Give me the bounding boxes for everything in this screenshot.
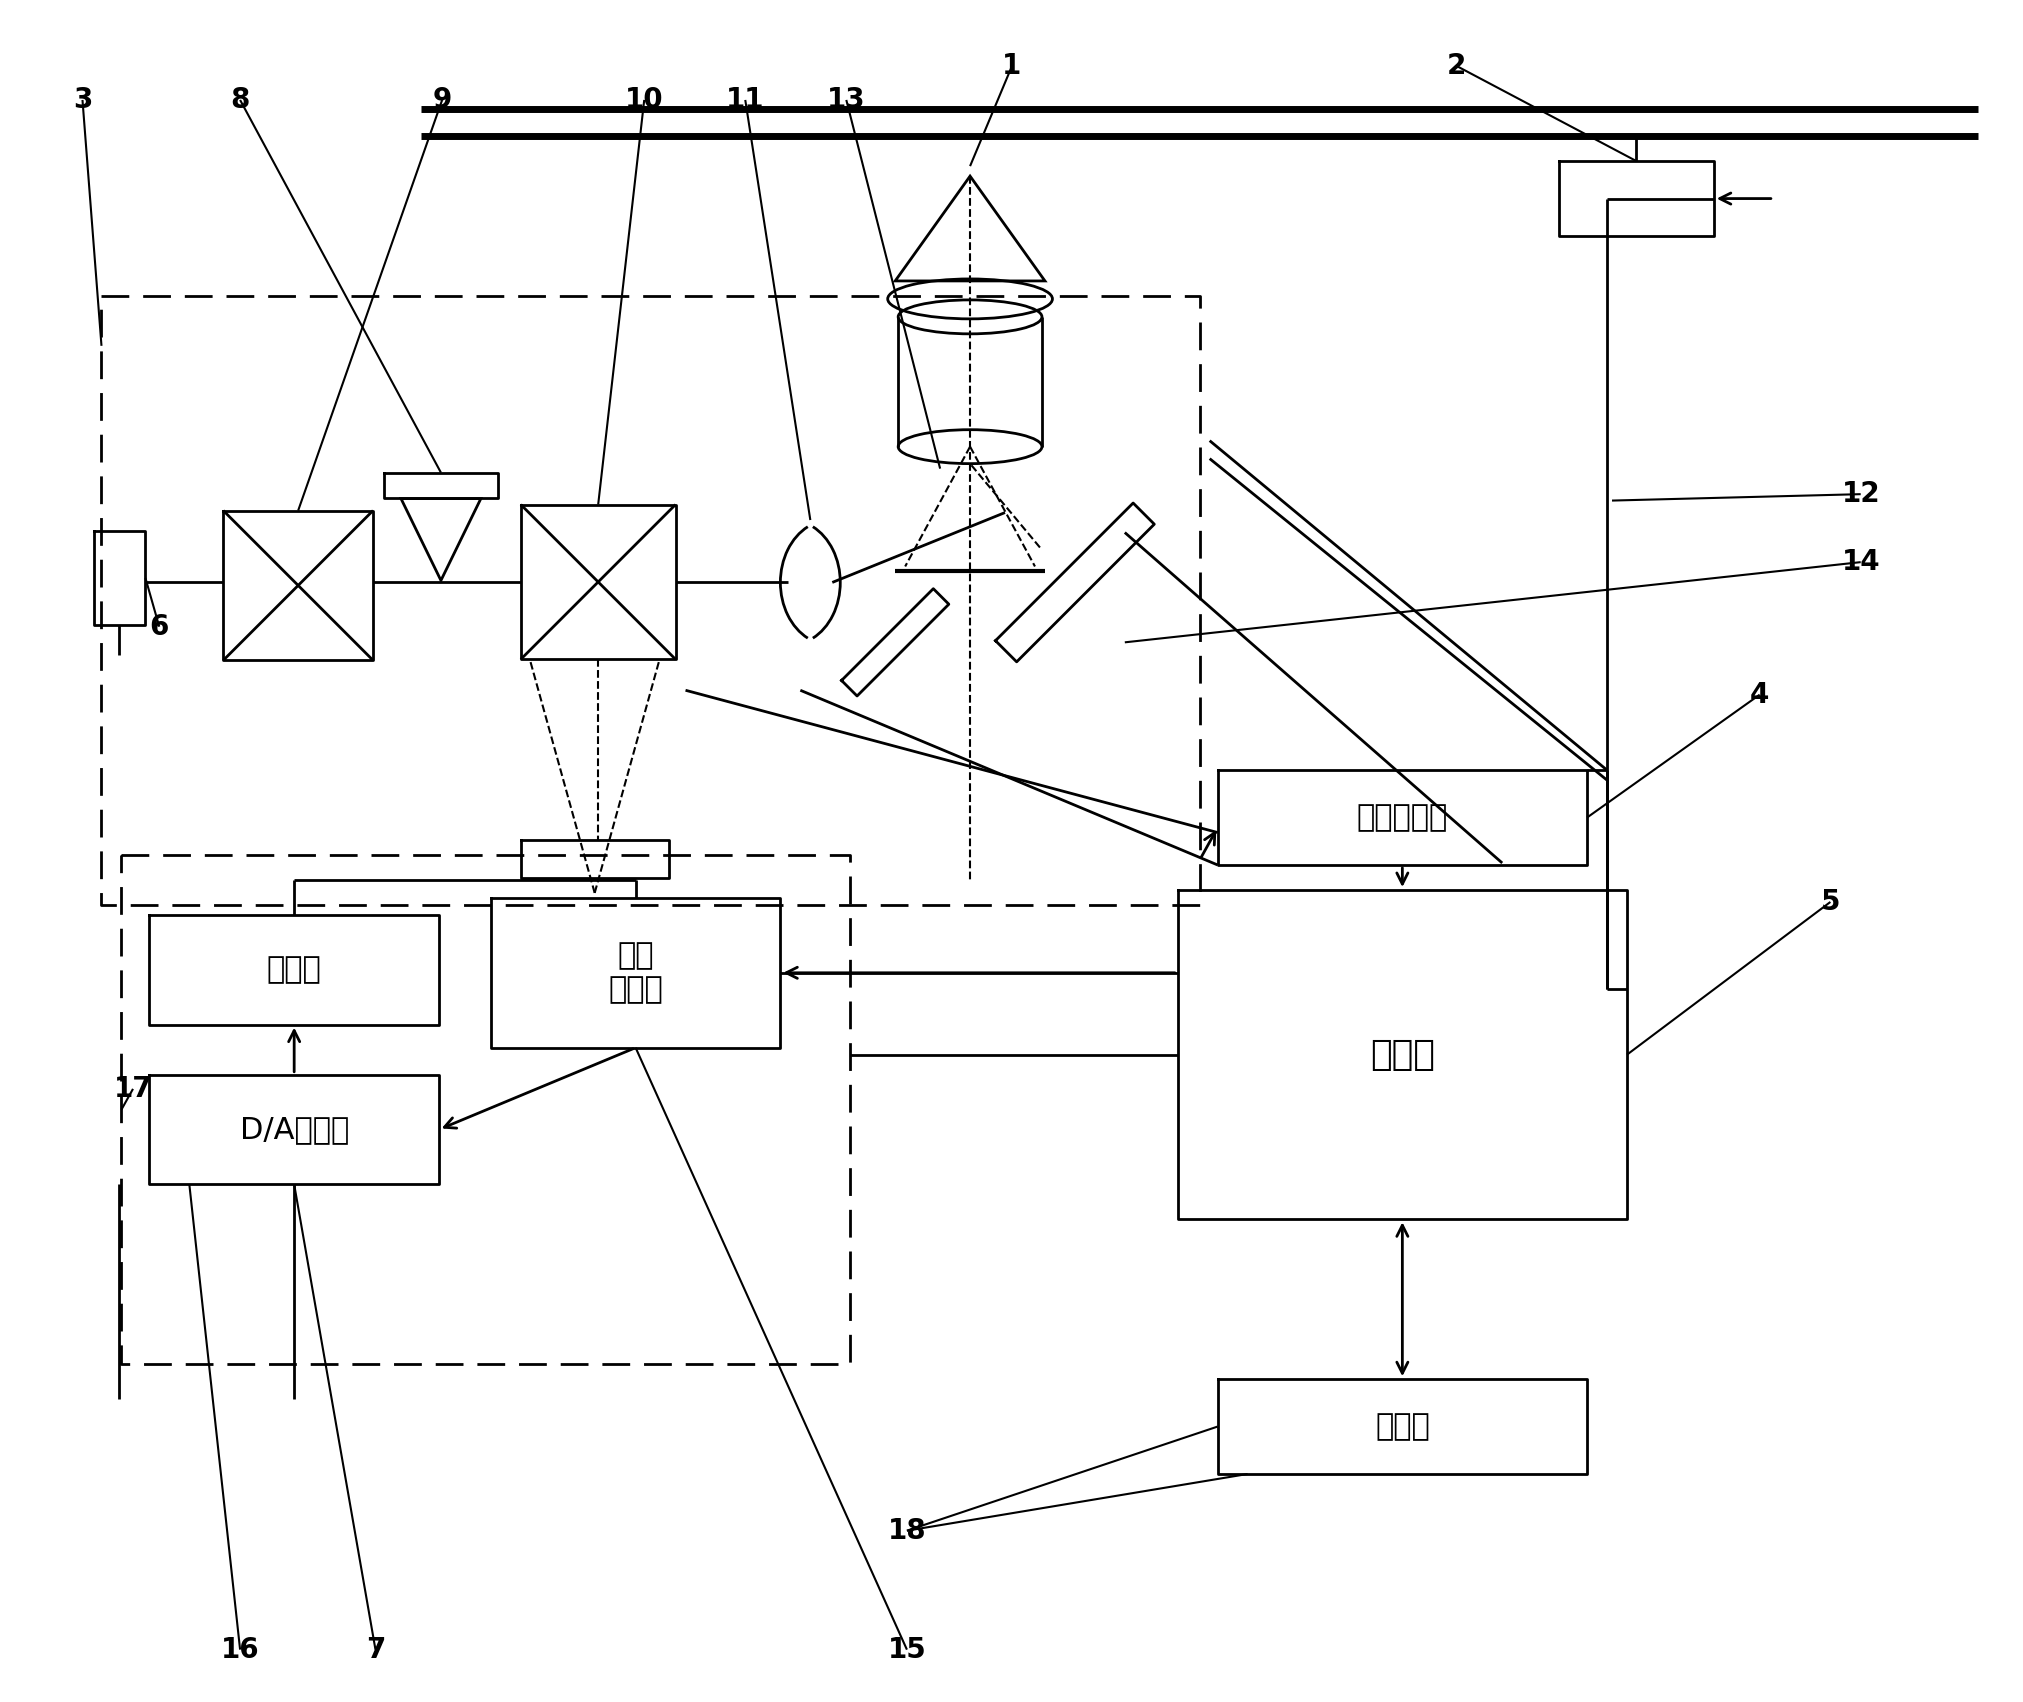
Text: 10: 10 [625, 85, 664, 114]
Text: 12: 12 [1841, 480, 1879, 509]
Text: 1: 1 [1001, 53, 1022, 80]
Text: 5: 5 [1821, 888, 1839, 916]
Text: 7: 7 [366, 1636, 384, 1663]
Text: 6: 6 [150, 613, 168, 640]
Text: 2: 2 [1446, 53, 1465, 80]
Text: 8: 8 [231, 85, 249, 114]
Text: 3: 3 [73, 85, 93, 114]
Text: 控制部: 控制部 [1370, 1038, 1434, 1072]
Text: 13: 13 [827, 85, 866, 114]
Text: 振荡器: 振荡器 [267, 955, 322, 984]
Text: 信号处理部: 信号处理部 [1355, 803, 1446, 832]
Text: 14: 14 [1841, 548, 1879, 577]
Text: 16: 16 [221, 1636, 259, 1663]
Text: 存储部: 存储部 [1374, 1413, 1428, 1442]
Text: 15: 15 [888, 1636, 927, 1663]
Text: 电流
控制部: 电流 控制部 [609, 941, 664, 1004]
Text: 9: 9 [433, 85, 451, 114]
Text: 18: 18 [888, 1516, 927, 1545]
Text: D/A转换器: D/A转换器 [239, 1115, 348, 1144]
Text: 11: 11 [726, 85, 765, 114]
Text: 4: 4 [1750, 681, 1768, 708]
Text: 17: 17 [113, 1076, 152, 1103]
